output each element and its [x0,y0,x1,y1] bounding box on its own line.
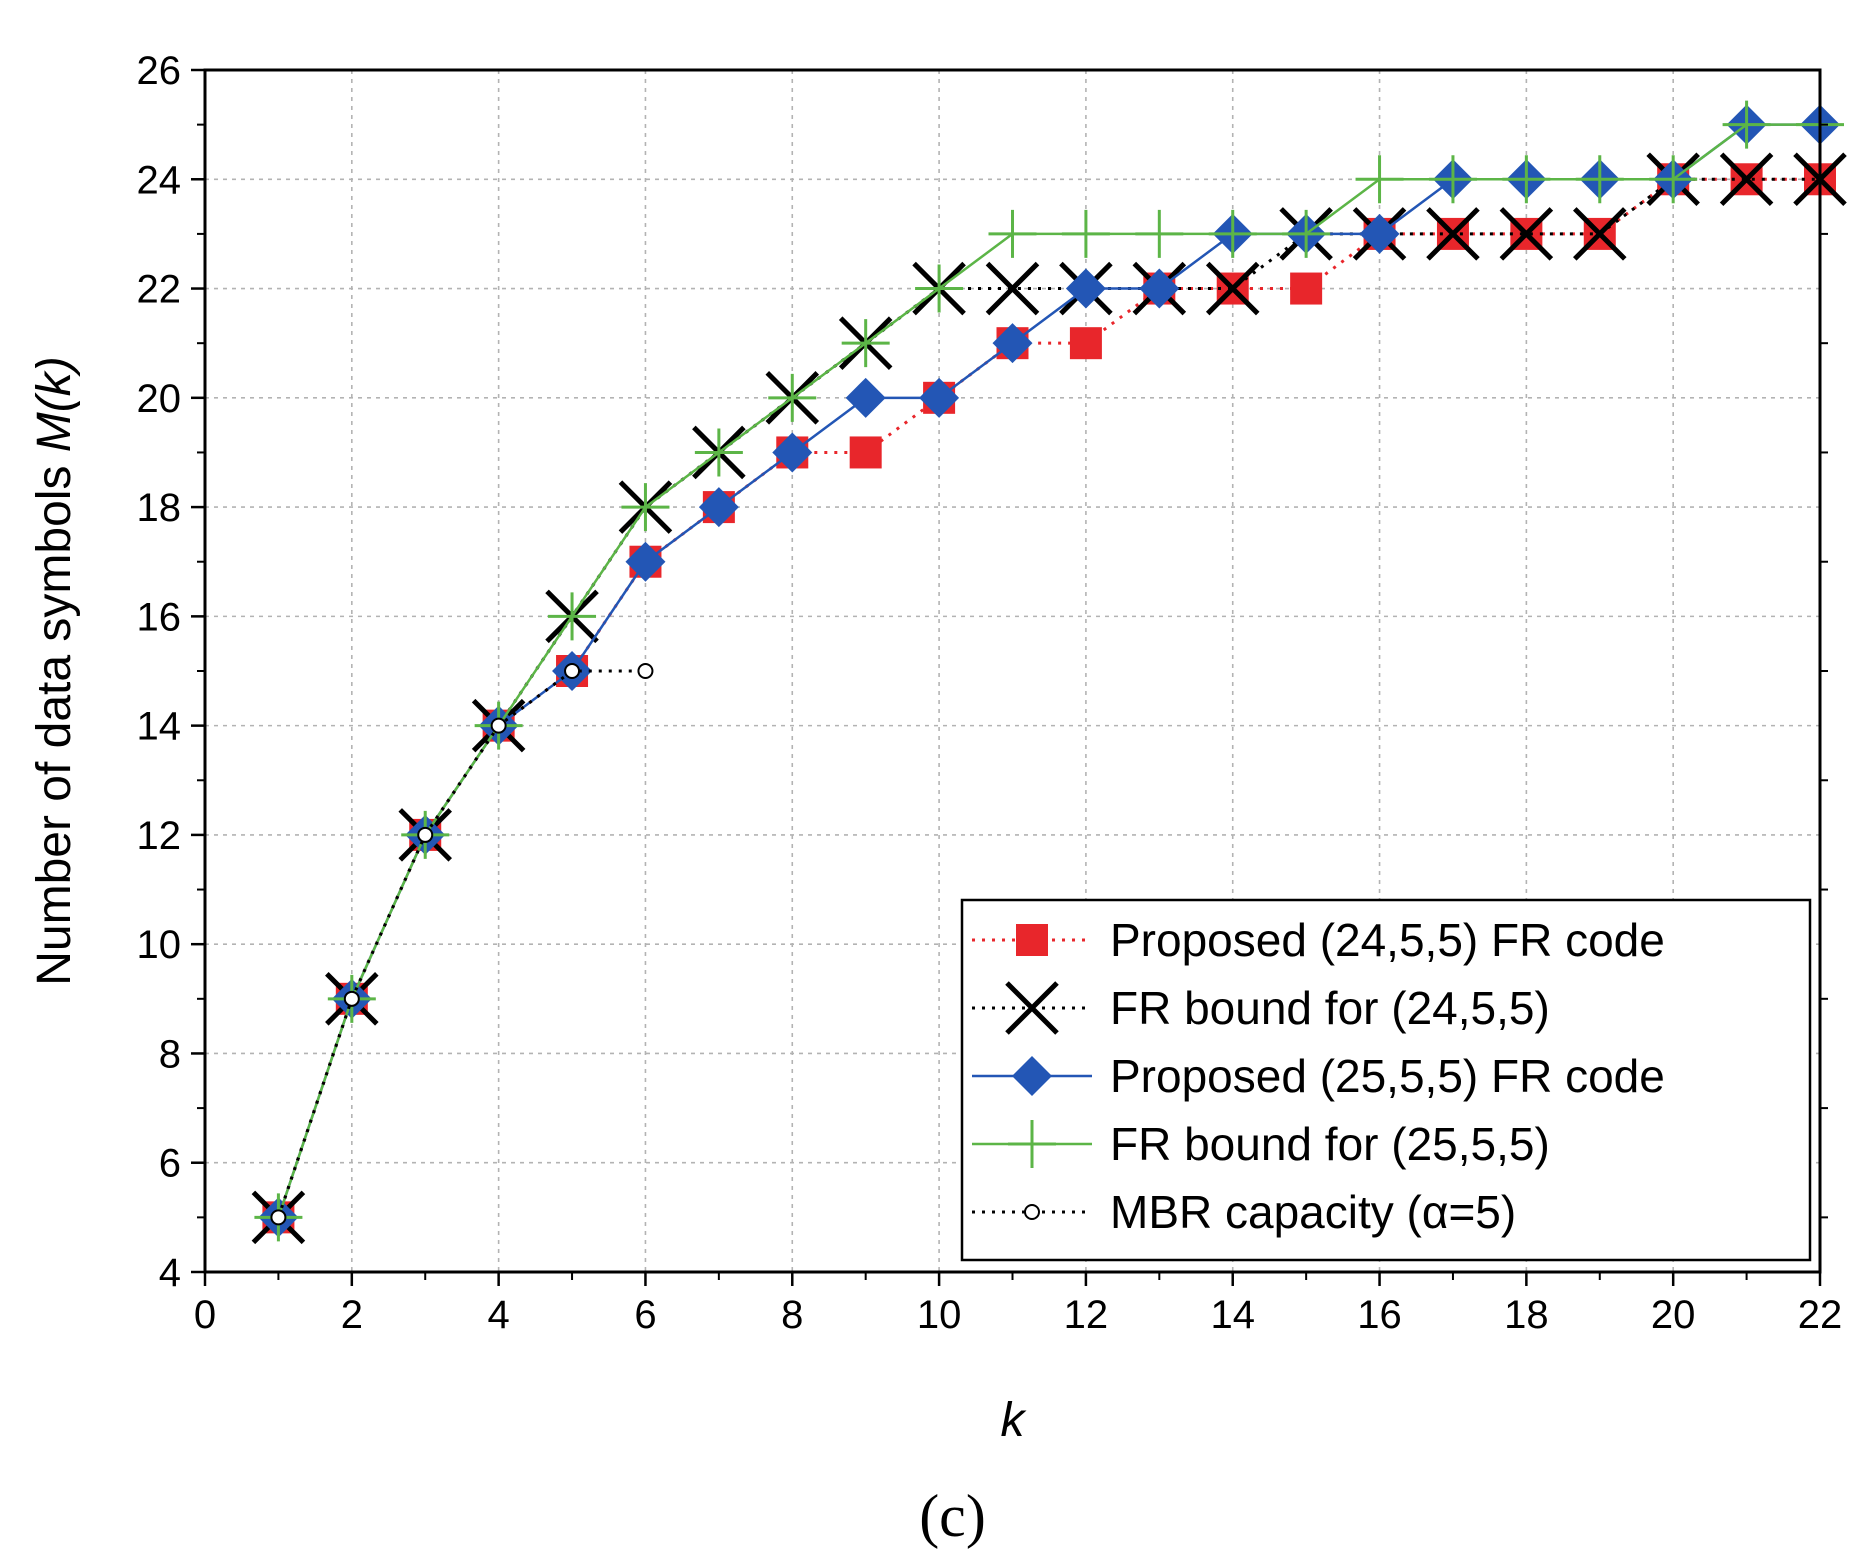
data-point [1069,327,1102,360]
data-point [988,209,1037,258]
x-tick-label: 20 [1651,1293,1696,1337]
x-tick-label: 16 [1357,1293,1402,1337]
legend-item: FR bound for (25,5,5) [972,1118,1550,1170]
data-point [621,483,670,532]
data-point [1208,209,1257,258]
data-point [564,663,581,679]
legend-label: FR bound for (25,5,5) [1110,1118,1550,1170]
legend-marker [1024,1204,1040,1220]
data-point [768,373,817,422]
series-line [276,177,1820,1218]
data-point [1649,155,1698,204]
data-point [1573,207,1627,261]
y-tick-label: 14 [137,705,182,749]
data-point [841,319,890,368]
legend-marker [1012,1056,1052,1096]
data-point [1135,209,1184,258]
y-tick-label: 4 [159,1251,181,1295]
legend-label: FR bound for (24,5,5) [1110,982,1550,1034]
x-tick-label: 10 [917,1293,962,1337]
y-tick-label: 12 [137,814,182,858]
legend: Proposed (24,5,5) FR code FR bound for (2… [960,898,1812,1262]
series-layer [251,100,1847,1245]
data-point [1426,207,1480,261]
data-point [985,261,1040,316]
data-point [1722,100,1771,149]
y-tick-label: 24 [137,158,182,202]
y-tick-label: 22 [137,268,182,312]
y-tick-label: 26 [137,49,182,93]
data-point [1719,152,1774,207]
data-point [1502,155,1551,204]
x-tick-label: 6 [634,1293,656,1337]
legend-marker [1005,981,1059,1035]
x-tick-label: 14 [1210,1293,1255,1337]
legend-label: Proposed (25,5,5) FR code [1110,1050,1665,1102]
legend-label: Proposed (24,5,5) FR code [1110,914,1665,966]
y-tick-label: 20 [137,377,182,421]
data-point [1575,155,1624,204]
legend-label: MBR capacity (α=5) [1110,1186,1516,1238]
legend-item: Proposed (25,5,5) FR code [972,1050,1665,1102]
data-point [992,323,1033,364]
data-point [1205,261,1260,316]
data-point [548,592,597,641]
data-point [915,264,964,313]
legend-item: FR bound for (24,5,5) [972,981,1550,1035]
panel-label: (c) [919,1483,986,1549]
data-point [1065,268,1106,309]
data-point [698,487,739,528]
y-tick-label: 16 [137,595,182,639]
data-point [1139,268,1180,309]
data-point [637,663,654,679]
x-tick-label: 22 [1798,1293,1843,1337]
y-axis-title-text: Number of data symbols [28,452,81,986]
x-axis-title: k [1001,1394,1028,1447]
data-point [772,432,813,473]
series-line [277,123,1820,1218]
series-5 [270,663,654,1226]
data-point [490,717,507,734]
legend-box [960,898,1812,1262]
data-point [849,436,882,469]
data-point [845,377,886,418]
legend-marker [1016,924,1048,956]
data-point [1282,209,1331,258]
data-point [1499,207,1554,261]
data-point [1355,155,1404,204]
x-tick-label: 0 [194,1293,216,1337]
x-tick-label: 12 [1064,1293,1109,1337]
series-line [276,177,1820,1218]
data-point [919,377,960,418]
data-point [625,541,666,582]
y-tick-label: 6 [159,1142,181,1186]
y-axis-title: Number of data symbols M(k) [28,356,81,986]
data-point [1359,213,1400,254]
y-tick-label: 10 [137,923,182,967]
x-tick-label: 18 [1504,1293,1549,1337]
data-point [694,428,743,477]
y-axis-title-math: M(k) [28,356,81,452]
legend-item: MBR capacity (α=5) [972,1186,1516,1238]
legend-item: Proposed (24,5,5) FR code [972,914,1665,966]
y-tick-label: 8 [159,1032,181,1076]
legend-marker [1008,1120,1056,1168]
data-point [1061,209,1110,258]
x-tick-label: 8 [781,1293,803,1337]
data-point [417,826,434,843]
x-tick-label: 2 [341,1293,363,1337]
axis-ticks [191,68,1828,1286]
data-point [343,990,360,1007]
series-line [276,669,646,1218]
y-tick-label: 18 [137,486,182,530]
x-tick-label: 4 [488,1293,510,1337]
data-point [1290,272,1323,305]
data-point [1428,155,1477,204]
data-point [270,1209,287,1226]
